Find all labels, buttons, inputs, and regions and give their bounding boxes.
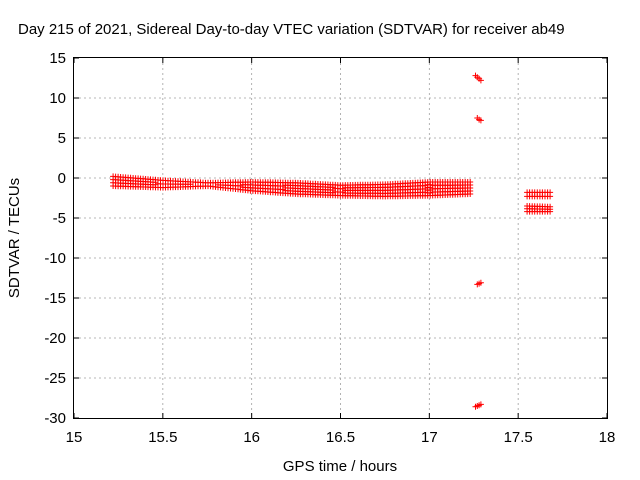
y-axis-label: SDTVAR / TECUs bbox=[6, 178, 23, 298]
y-tick-label: 0 bbox=[58, 170, 66, 187]
x-axis-label: GPS time / hours bbox=[283, 458, 397, 475]
data-point bbox=[477, 279, 484, 286]
data-points bbox=[110, 72, 554, 410]
x-tick-label: 16 bbox=[243, 429, 260, 446]
data-point bbox=[547, 208, 554, 215]
data-point bbox=[477, 77, 484, 84]
x-tick-label: 17 bbox=[421, 429, 438, 446]
y-tick-label: -15 bbox=[44, 290, 66, 307]
y-tick-label: 10 bbox=[49, 90, 66, 107]
data-point bbox=[467, 191, 474, 197]
y-tick-label: 5 bbox=[58, 130, 66, 147]
data-point bbox=[477, 401, 484, 408]
plot-frame bbox=[73, 57, 608, 419]
chart-title: Day 215 of 2021, Sidereal Day-to-day VTE… bbox=[18, 21, 565, 38]
y-tick-label: -25 bbox=[44, 370, 66, 387]
x-tick-label: 15 bbox=[66, 429, 83, 446]
axis-ticks: 15 15.5 16 16.5 17 17.5 18 15 10 5 0 -5 -10 -15 -20 -25… bbox=[44, 50, 615, 446]
x-tick-label: 16.5 bbox=[326, 429, 355, 446]
x-tick-label: 15.5 bbox=[148, 429, 177, 446]
data-point bbox=[547, 193, 554, 200]
x-tick-label: 17.5 bbox=[504, 429, 533, 446]
x-tick-label: 18 bbox=[599, 429, 616, 446]
grid bbox=[74, 58, 607, 418]
y-tick-label: -10 bbox=[44, 250, 66, 267]
y-tick-label: 15 bbox=[49, 50, 66, 67]
y-tick-label: -30 bbox=[44, 410, 66, 427]
y-tick-label: -5 bbox=[53, 210, 66, 227]
data-point bbox=[477, 117, 484, 124]
y-tick-label: -20 bbox=[44, 330, 66, 347]
